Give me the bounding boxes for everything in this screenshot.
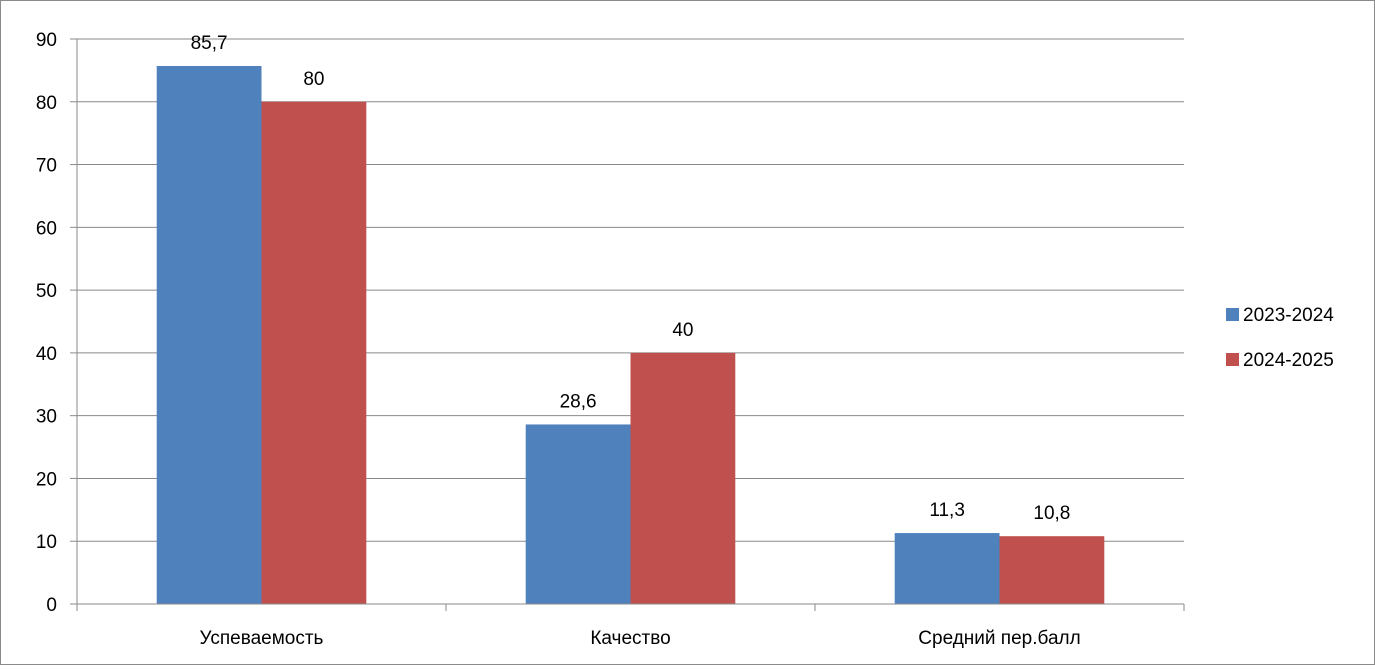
labels: 0 10 20 30 40 50 60 70 80 90 85,7 80 Успеваемость 28,… (36, 30, 1081, 649)
data-label: 11,3 (929, 500, 965, 521)
legend: 2023-2024 2024-2025 (1226, 305, 1334, 371)
category-label: Успеваемость (200, 628, 324, 649)
data-label: 80 (303, 69, 324, 90)
y-tick-label: 20 (36, 469, 57, 490)
data-label: 85,7 (191, 33, 228, 54)
legend-swatch (1226, 353, 1239, 366)
legend-label: 2024-2025 (1243, 350, 1334, 371)
bar (894, 533, 1000, 604)
y-tick-label: 40 (36, 344, 57, 365)
data-label: 40 (672, 320, 693, 341)
y-tick-label: 80 (36, 93, 57, 114)
category-label: Средний пер.балл (918, 628, 1080, 649)
legend-label: 2023-2024 (1243, 305, 1334, 326)
y-tick-label: 60 (36, 218, 57, 239)
y-tick-label: 30 (36, 407, 57, 428)
bars (156, 65, 1105, 605)
category-label: Качество (590, 628, 670, 649)
axes (70, 38, 1185, 611)
data-label: 10,8 (1033, 503, 1070, 524)
y-tick-label: 90 (36, 30, 57, 51)
y-tick-label: 50 (36, 281, 57, 302)
y-tick-label: 0 (46, 595, 57, 616)
data-label: 28,6 (560, 391, 597, 412)
bar (999, 536, 1105, 604)
bar (630, 352, 736, 604)
bar (525, 424, 631, 604)
y-tick-label: 70 (36, 156, 57, 177)
bar (156, 65, 262, 604)
bar (261, 101, 367, 605)
y-tick-label: 10 (36, 532, 57, 553)
legend-swatch (1226, 308, 1239, 321)
